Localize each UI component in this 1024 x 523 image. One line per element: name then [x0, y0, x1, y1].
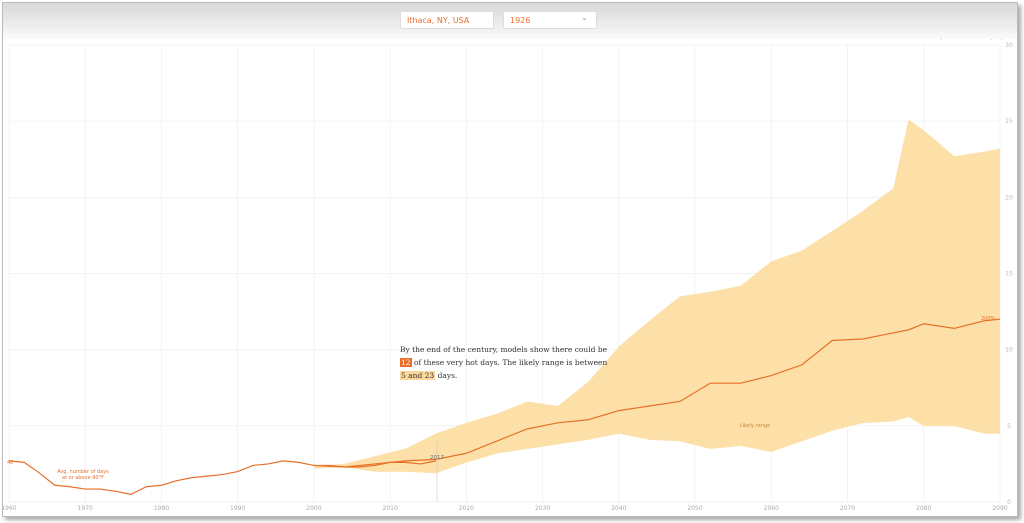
y-tick-label: 5: [1007, 423, 1011, 430]
year-select[interactable]: 1926: [503, 9, 597, 29]
x-tick-label: 2000: [306, 505, 321, 512]
y-tick-label: 10: [1005, 347, 1013, 354]
y-tick-label: 20: [1005, 194, 1013, 201]
toolbar: Ithaca, NY, USA 1926: [3, 3, 1017, 39]
range-band-lower: [313, 416, 1000, 474]
x-tick-label: 2040: [611, 505, 626, 512]
page: 0 5 10 15 20 25 30 1960 1970 1980 1990 2000 2010 2020…: [2, 2, 1018, 517]
start-label: 40: [7, 460, 13, 466]
note-highlight: 12: [400, 358, 412, 367]
x-tick-label: 2080: [916, 505, 931, 512]
observed-label: at or above 90°F: [62, 475, 104, 481]
chart: 0 5 10 15 20 25 30 1960 1970 1980 1990 2000 2010 2020…: [3, 35, 1013, 512]
x-tick-label: 2090: [992, 505, 1007, 512]
x-tick-label: 2020: [459, 505, 474, 512]
x-tick-label: 2060: [764, 505, 779, 512]
note-highlight: 5 and 23: [400, 371, 436, 380]
range-band-upper: [313, 119, 1000, 474]
x-tick-label: 1990: [230, 505, 245, 512]
x-tick-label: 2030: [535, 505, 550, 512]
x-tick-label: 1970: [78, 505, 93, 512]
x-tick-label: 1980: [154, 505, 169, 512]
note-text: By the end of the century, models show t…: [400, 345, 608, 354]
y-tick-label: 25: [1005, 118, 1013, 125]
note-text: days.: [437, 371, 458, 380]
x-tick-label: 2050: [687, 505, 702, 512]
x-tick-label: 2010: [383, 505, 398, 512]
observed-line: [8, 460, 437, 496]
projection-line: [313, 318, 1001, 468]
annotation: By the end of the century, models show t…: [400, 343, 610, 382]
y-tick-label: 30: [1005, 42, 1013, 49]
x-tick-label: 2070: [840, 505, 855, 512]
x-tick-label: 1960: [3, 505, 17, 512]
end-label: 200%: [981, 316, 996, 322]
y-tick-label: 15: [1005, 271, 1013, 278]
range-label: Likely range: [740, 423, 770, 429]
observed-label: Avg. number of days: [57, 469, 109, 475]
current-year-label: 2017: [430, 455, 444, 461]
note-text: of these very hot days. The likely range…: [413, 358, 608, 367]
location-input[interactable]: Ithaca, NY, USA: [400, 11, 494, 29]
y-tick-label: 0: [1007, 499, 1011, 506]
